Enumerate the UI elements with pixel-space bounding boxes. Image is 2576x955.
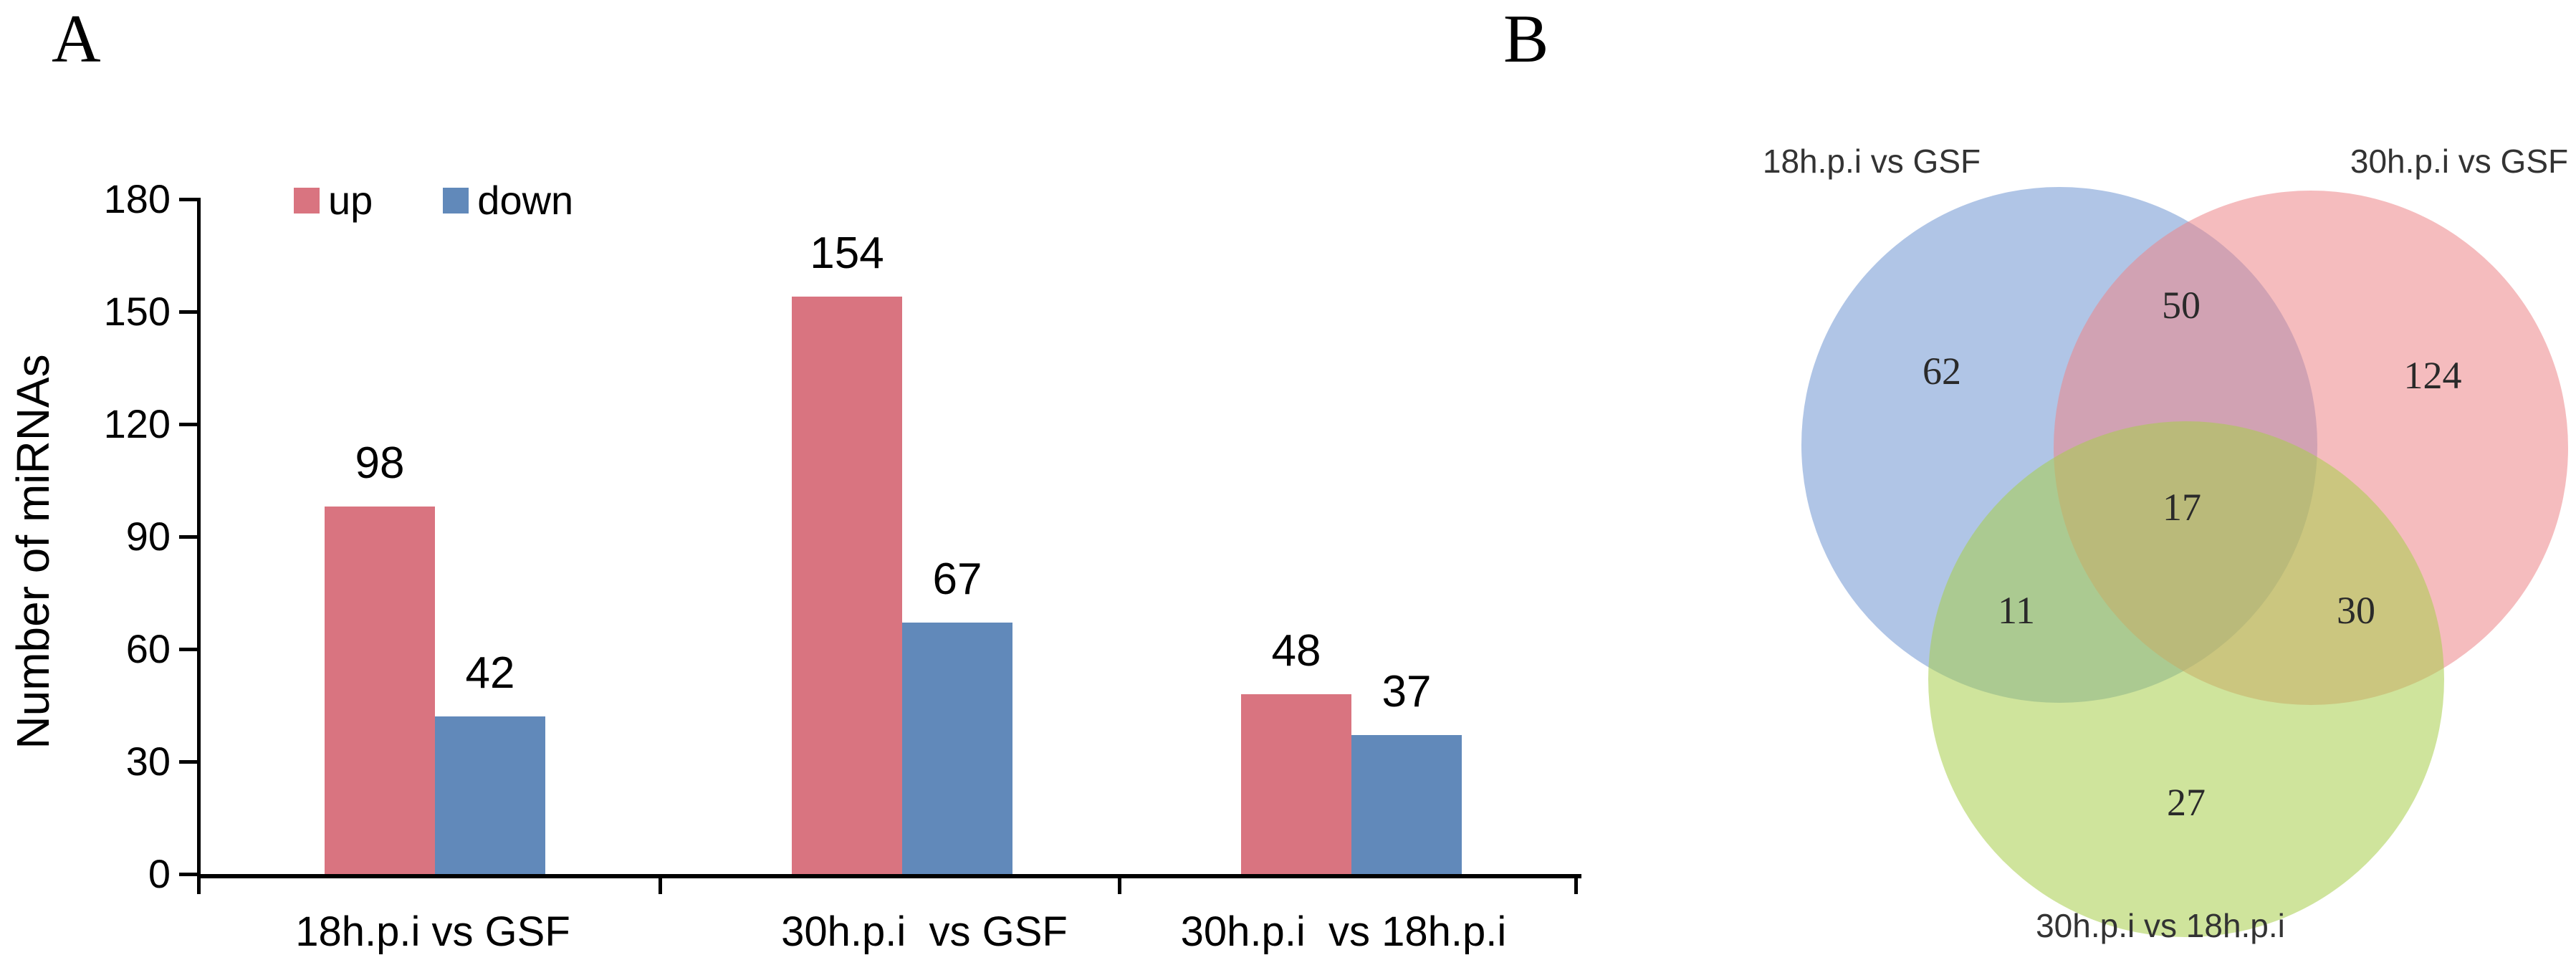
y-axis-tick — [179, 760, 199, 764]
y-axis-line — [197, 198, 201, 894]
bar-up-1 — [325, 507, 435, 874]
bar-chart: Number of miRNAs up down 0 30 60 90 120 150 18… — [7, 176, 1581, 955]
y-axis-tick — [179, 535, 199, 539]
bar-down-2 — [902, 623, 1012, 874]
venn-count-set1-only: 62 — [1923, 350, 1961, 393]
x-category-label-1: 18h.p.i vs GSF — [295, 908, 570, 955]
bar-down-1 — [435, 716, 545, 874]
y-tick-label-60: 60 — [125, 626, 171, 671]
y-tick-label-90: 90 — [125, 514, 171, 559]
y-tick-label-150: 150 — [103, 289, 171, 334]
bar-down-3 — [1351, 735, 1462, 874]
bar-value-label-down-1: 42 — [465, 648, 515, 698]
venn-count-set3-only: 27 — [2167, 781, 2206, 824]
bar-value-label-up-1: 98 — [355, 438, 405, 488]
x-axis-tick-3 — [1574, 874, 1578, 894]
y-axis-tick — [179, 423, 199, 426]
panel-b-label: B — [1503, 1, 1549, 77]
legend: up down — [294, 178, 573, 224]
bar-value-label-down-2: 67 — [932, 555, 982, 604]
y-tick-label-180: 180 — [103, 176, 171, 221]
legend-down-label: down — [477, 178, 574, 223]
y-axis-tick — [179, 648, 199, 651]
bar-value-label-up-3: 48 — [1271, 626, 1321, 676]
y-axis-tick — [179, 873, 199, 876]
venn-diagram: 18h.p.i vs GSF 30h.p.i vs GSF 30h.p.i vs… — [1684, 0, 2576, 955]
venn-set3-label: 30h.p.i vs 18h.p.i — [2036, 907, 2285, 944]
y-tick-label-120: 120 — [103, 401, 171, 446]
venn-count-set2-set3: 30 — [2337, 589, 2375, 632]
y-axis-tick — [179, 310, 199, 314]
x-axis-tick-1 — [659, 874, 662, 894]
bar-value-label-down-3: 37 — [1382, 667, 1432, 716]
bar-value-label-up-2: 154 — [810, 229, 884, 278]
venn-circle-set3 — [1928, 421, 2444, 937]
venn-count-set1-set2: 50 — [2162, 284, 2201, 327]
x-category-label-3: 30h.p.i vs 18h.p.i — [1180, 908, 1507, 955]
legend-up-label: up — [328, 178, 373, 223]
venn-set1-label: 18h.p.i vs GSF — [1762, 143, 1981, 180]
bar-up-2 — [792, 297, 902, 874]
venn-count-set1-set3: 11 — [1998, 589, 2035, 632]
y-tick-label-0: 0 — [148, 851, 171, 896]
legend-down-swatch — [443, 188, 469, 213]
y-axis-tick — [179, 198, 199, 201]
venn-count-all-three: 17 — [2163, 486, 2201, 529]
x-category-label-2: 30h.p.i vs GSF — [781, 908, 1068, 955]
x-axis-tick-2 — [1118, 874, 1121, 894]
y-tick-label-30: 30 — [125, 739, 171, 784]
venn-set2-label: 30h.p.i vs GSF — [2350, 143, 2569, 180]
x-axis-line — [197, 874, 1581, 878]
panel-a-label: A — [52, 1, 101, 77]
venn-count-set2-only: 124 — [2403, 354, 2462, 397]
bar-up-3 — [1241, 694, 1351, 874]
legend-up-swatch — [294, 188, 320, 213]
